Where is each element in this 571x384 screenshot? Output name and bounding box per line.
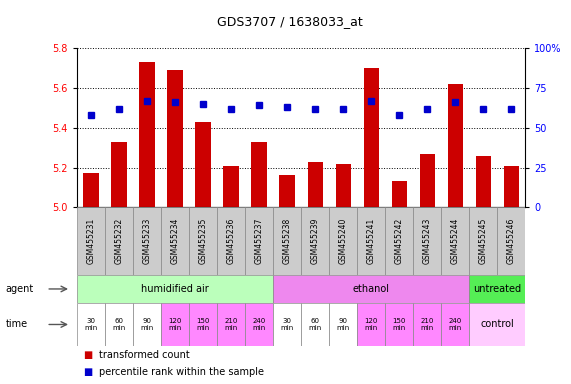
- Bar: [105, 207, 133, 275]
- Bar: [469, 207, 497, 275]
- Text: 60
min: 60 min: [112, 318, 126, 331]
- Text: time: time: [6, 319, 28, 329]
- Bar: [77, 275, 273, 303]
- Bar: [301, 207, 329, 275]
- Text: GSM455242: GSM455242: [395, 218, 404, 264]
- Bar: [385, 207, 413, 275]
- Bar: [105, 303, 133, 346]
- Bar: [364, 68, 379, 207]
- Bar: [161, 207, 189, 275]
- Bar: [133, 207, 161, 275]
- Bar: [357, 207, 385, 275]
- Bar: [245, 207, 273, 275]
- Bar: [385, 303, 413, 346]
- Text: 150
min: 150 min: [196, 318, 210, 331]
- Text: GSM455241: GSM455241: [367, 218, 376, 264]
- Text: GSM455246: GSM455246: [507, 218, 516, 264]
- Bar: [273, 207, 301, 275]
- Text: 240
min: 240 min: [252, 318, 266, 331]
- Bar: [77, 303, 105, 346]
- Text: transformed count: transformed count: [99, 350, 190, 360]
- Bar: [301, 303, 329, 346]
- Bar: [273, 303, 301, 346]
- Text: GSM455243: GSM455243: [423, 218, 432, 264]
- Bar: [497, 207, 525, 275]
- Bar: [189, 303, 217, 346]
- Text: GSM455236: GSM455236: [227, 218, 236, 264]
- Bar: [308, 162, 323, 207]
- Bar: [111, 142, 127, 207]
- Text: ethanol: ethanol: [353, 284, 390, 294]
- Bar: [161, 303, 189, 346]
- Text: GSM455237: GSM455237: [255, 218, 264, 264]
- Bar: [279, 175, 295, 207]
- Text: 60
min: 60 min: [308, 318, 322, 331]
- Bar: [273, 275, 469, 303]
- Bar: [448, 84, 463, 207]
- Text: 240
min: 240 min: [449, 318, 462, 331]
- Text: GSM455233: GSM455233: [143, 218, 152, 264]
- Bar: [83, 174, 99, 207]
- Bar: [189, 207, 217, 275]
- Bar: [420, 154, 435, 207]
- Bar: [441, 303, 469, 346]
- Bar: [392, 182, 407, 207]
- Bar: [77, 207, 105, 275]
- Bar: [441, 207, 469, 275]
- Bar: [133, 303, 161, 346]
- Text: ■: ■: [83, 366, 92, 377]
- Text: 120
min: 120 min: [168, 318, 182, 331]
- Bar: [245, 303, 273, 346]
- Bar: [217, 303, 245, 346]
- Text: humidified air: humidified air: [141, 284, 209, 294]
- Bar: [476, 156, 491, 207]
- Text: 210
min: 210 min: [421, 318, 434, 331]
- Text: GSM455235: GSM455235: [199, 218, 208, 264]
- Bar: [329, 303, 357, 346]
- Text: GSM455238: GSM455238: [283, 218, 292, 264]
- Text: GSM455232: GSM455232: [115, 218, 123, 264]
- Text: ■: ■: [83, 350, 92, 360]
- Bar: [469, 275, 525, 303]
- Text: GDS3707 / 1638033_at: GDS3707 / 1638033_at: [217, 15, 363, 28]
- Bar: [357, 303, 385, 346]
- Text: 30
min: 30 min: [280, 318, 294, 331]
- Text: GSM455245: GSM455245: [479, 218, 488, 264]
- Text: 30
min: 30 min: [85, 318, 98, 331]
- Bar: [469, 303, 525, 346]
- Text: GSM455244: GSM455244: [451, 218, 460, 264]
- Text: 150
min: 150 min: [393, 318, 406, 331]
- Bar: [167, 70, 183, 207]
- Text: GSM455234: GSM455234: [171, 218, 180, 264]
- Text: GSM455239: GSM455239: [311, 218, 320, 264]
- Bar: [251, 142, 267, 207]
- Text: 90
min: 90 min: [140, 318, 154, 331]
- Text: 90
min: 90 min: [336, 318, 350, 331]
- Text: untreated: untreated: [473, 284, 521, 294]
- Bar: [336, 164, 351, 207]
- Text: 210
min: 210 min: [224, 318, 238, 331]
- Bar: [195, 122, 211, 207]
- Bar: [217, 207, 245, 275]
- Bar: [413, 303, 441, 346]
- Text: GSM455231: GSM455231: [87, 218, 95, 264]
- Text: control: control: [480, 319, 514, 329]
- Bar: [504, 166, 519, 207]
- Bar: [413, 207, 441, 275]
- Bar: [139, 62, 155, 207]
- Text: percentile rank within the sample: percentile rank within the sample: [99, 366, 264, 377]
- Bar: [329, 207, 357, 275]
- Text: 120
min: 120 min: [364, 318, 378, 331]
- Bar: [223, 166, 239, 207]
- Text: agent: agent: [6, 284, 34, 294]
- Text: GSM455240: GSM455240: [339, 218, 348, 264]
